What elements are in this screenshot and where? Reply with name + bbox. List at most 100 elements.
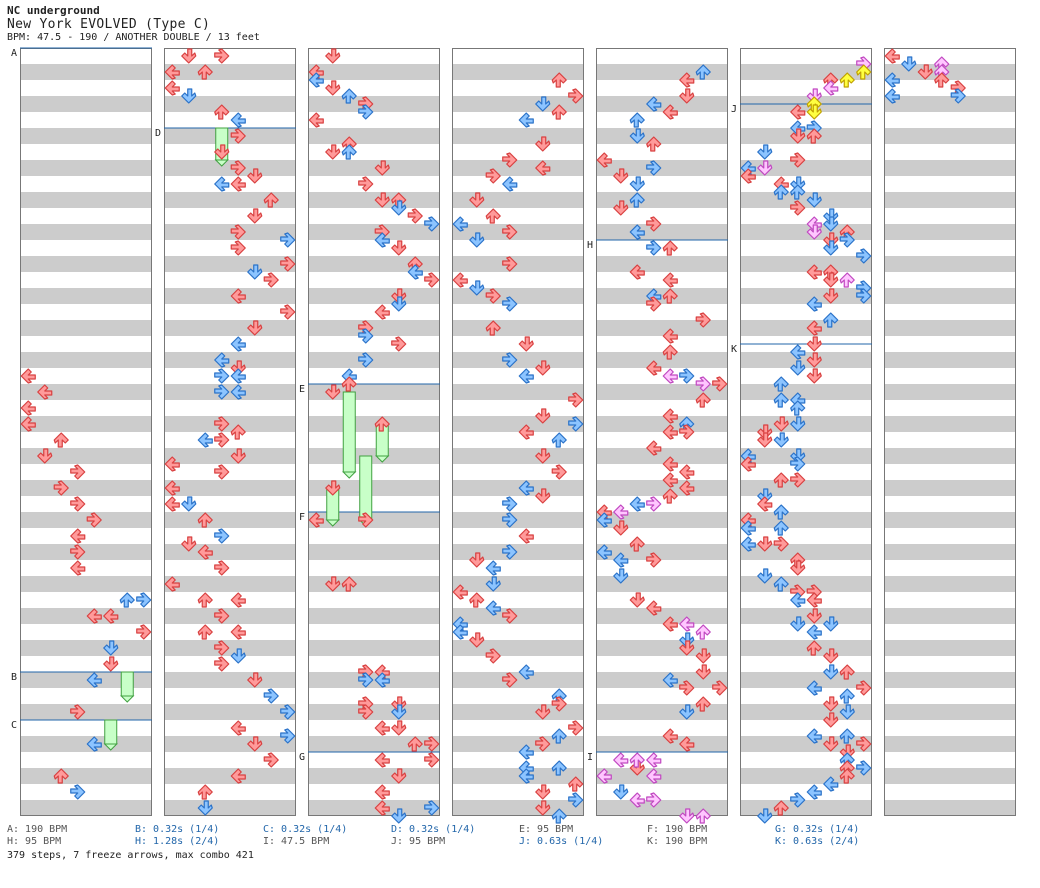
arrow-up-icon bbox=[551, 72, 567, 88]
arrow-left-icon bbox=[662, 408, 678, 424]
arrow-down-icon bbox=[613, 784, 629, 800]
arrow-down-icon bbox=[790, 360, 806, 376]
freeze-tail bbox=[342, 471, 357, 479]
row-stripe bbox=[452, 576, 584, 592]
arrow-left-icon bbox=[662, 672, 678, 688]
arrow-left-icon bbox=[662, 104, 678, 120]
row-stripe bbox=[452, 384, 584, 400]
arrow-down-icon bbox=[679, 88, 695, 104]
arrow-right-icon bbox=[358, 352, 374, 368]
row-stripe bbox=[596, 672, 728, 688]
arrow-left-icon bbox=[452, 624, 468, 640]
arrow-down-icon bbox=[325, 480, 341, 496]
chart-column bbox=[164, 48, 296, 816]
row-stripe bbox=[452, 448, 584, 464]
arrow-down-icon bbox=[535, 488, 551, 504]
row-stripe bbox=[308, 224, 440, 240]
arrow-down-icon bbox=[823, 736, 839, 752]
arrow-up-icon bbox=[806, 640, 822, 656]
arrow-down-icon bbox=[679, 640, 695, 656]
row-stripe bbox=[596, 96, 728, 112]
arrow-left-icon bbox=[596, 512, 612, 528]
arrow-right-icon bbox=[502, 296, 518, 312]
arrow-up-icon bbox=[629, 536, 645, 552]
row-stripe bbox=[164, 352, 296, 368]
arrow-right-icon bbox=[712, 680, 728, 696]
freeze-tail bbox=[214, 159, 229, 167]
legend-stop: C: 0.32s (1/4) bbox=[263, 824, 348, 835]
arrow-down-icon bbox=[247, 736, 263, 752]
arrow-up-icon bbox=[341, 576, 357, 592]
row-stripe bbox=[884, 256, 1016, 272]
chart-column bbox=[596, 48, 728, 816]
arrow-left-icon bbox=[823, 776, 839, 792]
arrow-left-icon bbox=[230, 112, 246, 128]
arrow-right-icon bbox=[790, 152, 806, 168]
arrow-right-icon bbox=[502, 352, 518, 368]
arrow-up-icon bbox=[695, 392, 711, 408]
arrow-left-icon bbox=[662, 616, 678, 632]
arrow-right-icon bbox=[839, 232, 855, 248]
arrow-right-icon bbox=[646, 792, 662, 808]
row-stripe bbox=[164, 416, 296, 432]
freeze-arrow bbox=[120, 671, 134, 697]
arrow-left-icon bbox=[407, 264, 423, 280]
freeze-arrow bbox=[342, 391, 356, 473]
arrow-down-icon bbox=[230, 448, 246, 464]
arrow-left-icon bbox=[806, 784, 822, 800]
step-chart: A B C D E F G H I J K bbox=[11, 47, 1016, 824]
row-stripe bbox=[740, 576, 872, 592]
arrow-left-icon bbox=[230, 336, 246, 352]
arrow-left-icon bbox=[806, 264, 822, 280]
row-stripe bbox=[308, 416, 440, 432]
row-stripe bbox=[740, 288, 872, 304]
arrow-left-icon bbox=[613, 504, 629, 520]
arrow-left-icon bbox=[308, 72, 324, 88]
row-stripe bbox=[884, 64, 1016, 80]
arrow-down-icon bbox=[535, 800, 551, 816]
arrow-down-icon bbox=[806, 352, 822, 368]
arrow-down-icon bbox=[806, 88, 822, 104]
chart-column bbox=[20, 48, 152, 816]
row-stripe bbox=[740, 192, 872, 208]
row-stripe bbox=[884, 384, 1016, 400]
arrow-down-icon bbox=[806, 368, 822, 384]
arrow-right-icon bbox=[70, 784, 86, 800]
row-stripe bbox=[20, 608, 152, 624]
arrow-right-icon bbox=[695, 376, 711, 392]
arrow-left-icon bbox=[103, 608, 119, 624]
arrow-up-icon bbox=[629, 192, 645, 208]
row-stripe bbox=[452, 128, 584, 144]
arrow-up-icon bbox=[263, 192, 279, 208]
arrow-down-icon bbox=[757, 536, 773, 552]
row-stripe bbox=[20, 768, 152, 784]
arrow-left-icon bbox=[502, 176, 518, 192]
section-label: A bbox=[11, 48, 17, 59]
arrow-right-icon bbox=[790, 472, 806, 488]
arrow-right-icon bbox=[568, 720, 584, 736]
row-stripe bbox=[596, 256, 728, 272]
legend-row: H: 95 BPM H: 1.28s (2/4) I: 47.5 BPM J: 95 … bbox=[7, 836, 1037, 848]
arrow-down-icon bbox=[37, 448, 53, 464]
row-stripe bbox=[740, 704, 872, 720]
arrow-left-icon bbox=[662, 328, 678, 344]
row-stripe bbox=[20, 480, 152, 496]
arrow-up-icon bbox=[629, 112, 645, 128]
arrow-up-icon bbox=[839, 72, 855, 88]
arrow-down-icon bbox=[391, 240, 407, 256]
arrow-down-icon bbox=[247, 168, 263, 184]
row-stripe bbox=[308, 768, 440, 784]
row-stripe bbox=[308, 160, 440, 176]
row-stripe bbox=[884, 448, 1016, 464]
arrow-down-icon bbox=[247, 264, 263, 280]
arrow-down-icon bbox=[823, 696, 839, 712]
arrow-up-icon bbox=[230, 424, 246, 440]
row-stripe bbox=[740, 256, 872, 272]
section-label: G bbox=[299, 752, 305, 763]
arrow-right-icon bbox=[214, 608, 230, 624]
arrow-left-icon bbox=[662, 472, 678, 488]
arrow-down-icon bbox=[374, 160, 390, 176]
arrow-left-icon bbox=[374, 800, 390, 816]
arrow-left-icon bbox=[518, 664, 534, 680]
arrow-down-icon bbox=[629, 128, 645, 144]
